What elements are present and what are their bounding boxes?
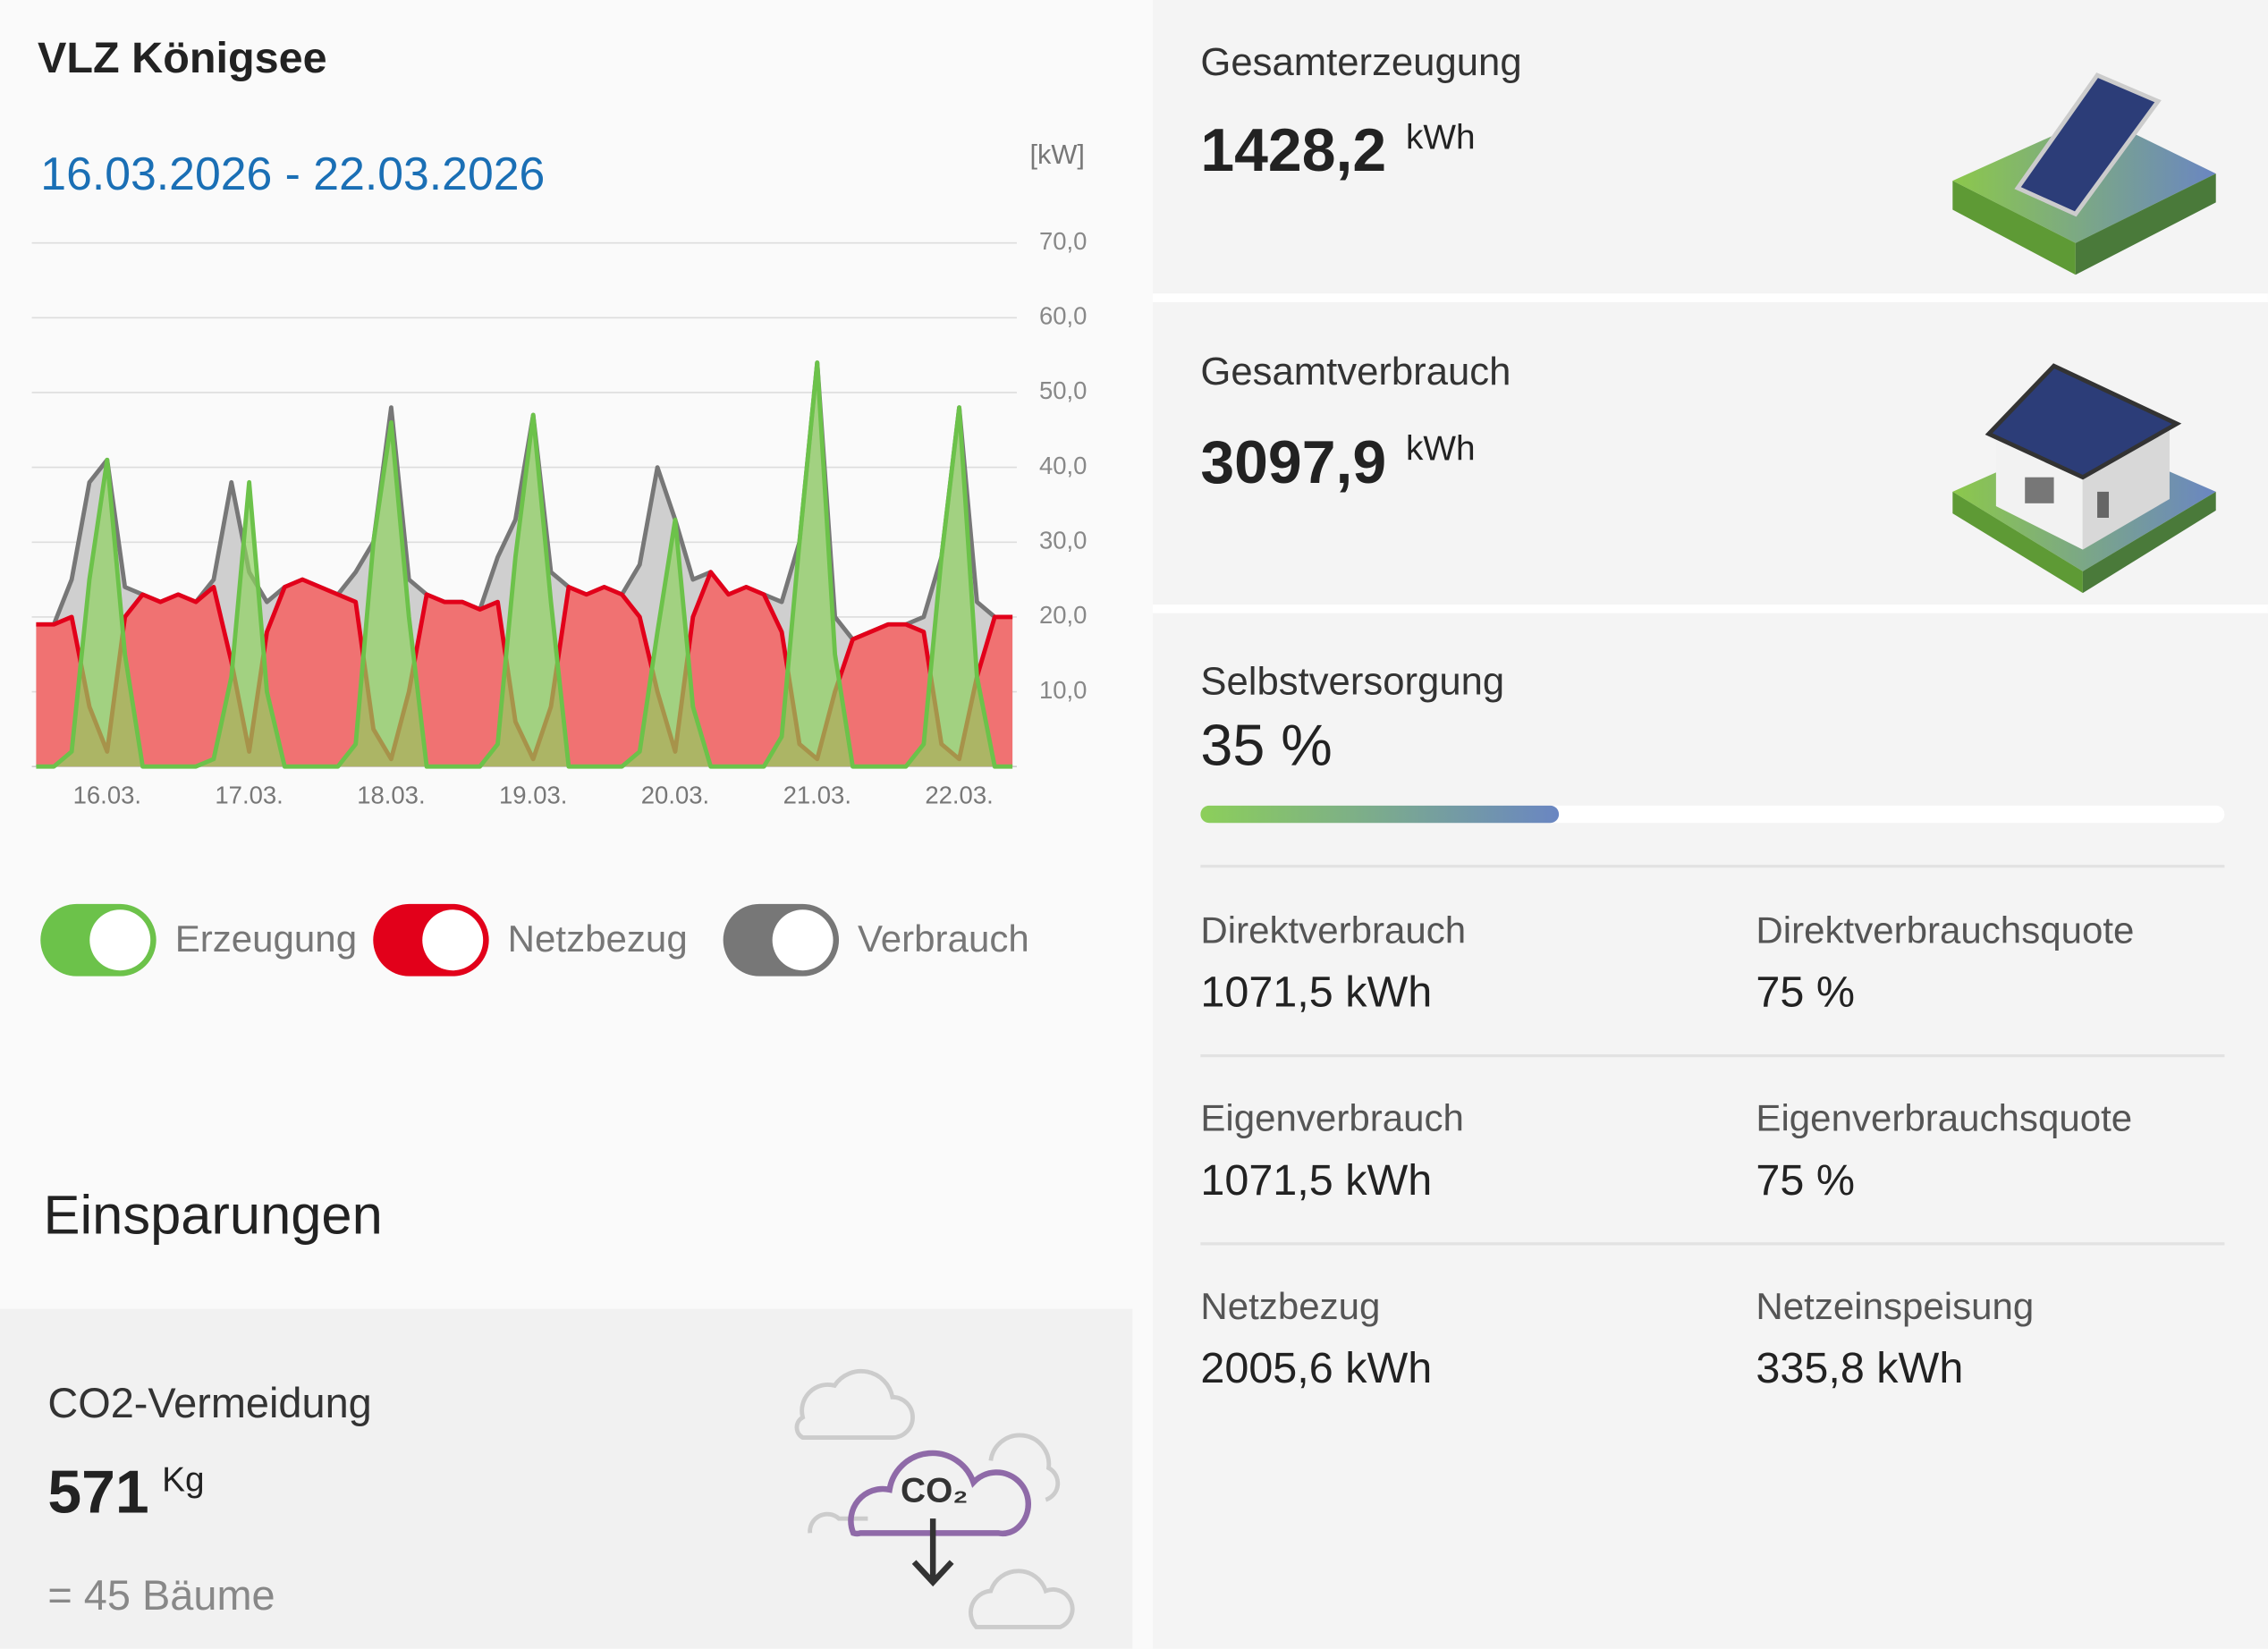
legend-label: Erzeugung	[174, 917, 358, 960]
co2-unit: Kg	[162, 1460, 205, 1501]
y-unit: [kW]	[1030, 139, 1085, 170]
solar-icon	[1952, 72, 2216, 275]
divider	[1200, 865, 2225, 868]
toggle-knob	[772, 909, 834, 971]
stat-value: 2005,6 kWh	[1200, 1345, 1433, 1393]
legend-toggle[interactable]	[723, 903, 840, 977]
y-tick-label: 20,0	[1039, 601, 1087, 629]
y-tick-label: 10,0	[1039, 676, 1087, 704]
co2-icon-label: CO₂	[901, 1471, 968, 1509]
x-tick-label: 18.03.	[357, 781, 425, 808]
house-icon	[1952, 363, 2216, 594]
stat-label: Netzbezug	[1200, 1284, 1381, 1328]
self-supply-bar	[1200, 805, 2225, 824]
stat-label: Eigenverbrauchsquote	[1756, 1095, 2133, 1140]
co2-label: CO2-Vermeidung	[47, 1381, 372, 1428]
stat-value: 335,8 kWh	[1756, 1345, 1964, 1393]
site-title: VLZ Königsee	[38, 34, 327, 83]
area	[36, 571, 1013, 767]
chart: [kW] 10,0 20,0 30,0 40,0 50,0 60,0 70,0 16.03. 1…	[31, 139, 1087, 808]
y-tick-label: 60,0	[1039, 302, 1087, 330]
stat-label: Direktverbrauch	[1200, 908, 1467, 952]
co2-card	[0, 1308, 1133, 1649]
legend-toggle[interactable]	[40, 903, 157, 977]
generation-unit: kWh	[1406, 118, 1476, 158]
date-range[interactable]: 16.03.2026 - 22.03.2026	[40, 147, 546, 200]
bar-fill	[1200, 805, 1560, 824]
divider	[1200, 1242, 2225, 1246]
stats-card	[1152, 613, 2268, 1649]
consumption-unit: kWh	[1406, 429, 1476, 469]
line	[36, 360, 1013, 769]
y-tick-label: 50,0	[1039, 376, 1087, 404]
stat-value: 75 %	[1756, 968, 1856, 1017]
stat-label: Netzeinspeisung	[1756, 1284, 2035, 1328]
consumption-value: 3097,9	[1200, 427, 1387, 496]
consumption-label: Gesamtverbrauch	[1200, 350, 1511, 393]
stat-label: Direktverbrauchsquote	[1756, 908, 2135, 952]
y-tick-label: 30,0	[1039, 527, 1087, 554]
legend-label: Netzbezug	[507, 917, 688, 960]
co2-trees: = 45 Bäume	[47, 1573, 275, 1620]
y-tick-label: 40,0	[1039, 452, 1087, 479]
generation-label: Gesamterzeugung	[1200, 40, 1522, 84]
section-title: Einsparungen	[43, 1186, 383, 1247]
legend-label: Verbrauch	[858, 917, 1029, 960]
toggle-knob	[422, 909, 484, 971]
area	[36, 362, 1013, 767]
x-tick-label: 22.03.	[925, 781, 993, 808]
self-supply-label: Selbstversorgung	[1200, 659, 1505, 704]
toggle-knob	[89, 909, 151, 971]
y-tick-label: 70,0	[1039, 227, 1087, 255]
stat-label: Eigenverbrauch	[1200, 1095, 1464, 1140]
co2-icon: CO₂	[794, 1368, 1075, 1629]
stat-value: 75 %	[1756, 1156, 1856, 1205]
x-tick-label: 16.03.	[73, 781, 141, 808]
divider	[1200, 1054, 2225, 1058]
legend-toggle[interactable]	[373, 903, 489, 977]
stat-value: 1071,5 kWh	[1200, 968, 1433, 1017]
x-tick-label: 17.03.	[215, 781, 283, 808]
x-tick-label: 19.03.	[499, 781, 567, 808]
co2-value: 571	[47, 1458, 149, 1526]
stat-value: 1071,5 kWh	[1200, 1156, 1433, 1205]
x-tick-label: 21.03.	[783, 781, 851, 808]
self-supply-value: 35 %	[1200, 714, 1333, 779]
generation-value: 1428,2	[1200, 115, 1387, 184]
x-tick-label: 20.03.	[641, 781, 709, 808]
